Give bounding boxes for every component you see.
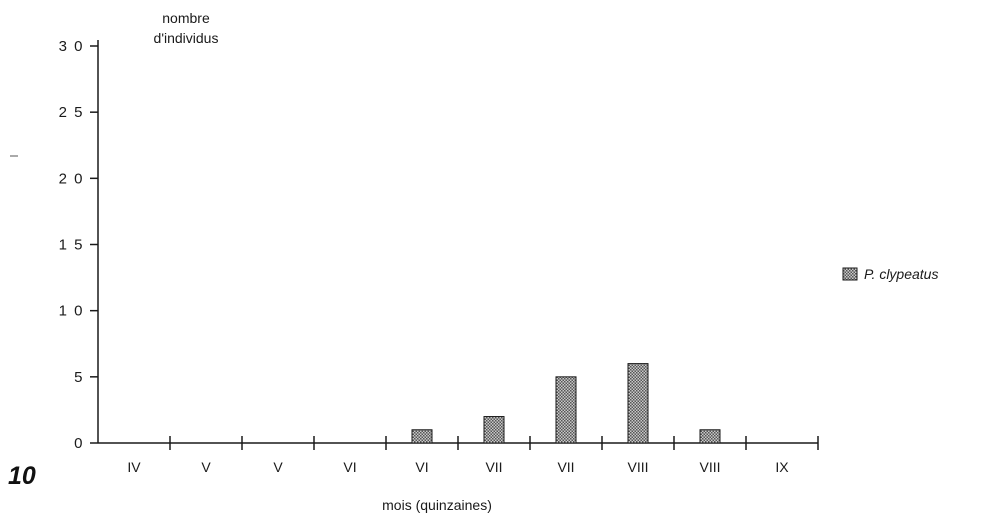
x-category-label: VI xyxy=(343,459,356,475)
bar xyxy=(483,416,505,444)
y-axis-title-line2: d'individus xyxy=(154,30,219,46)
legend: P. clypeatus xyxy=(842,266,938,282)
x-category-label: VIII xyxy=(699,459,720,475)
x-category-label: V xyxy=(273,459,283,475)
x-axis-title: mois (quinzaines) xyxy=(382,497,492,513)
x-category-label: V xyxy=(201,459,211,475)
y-tick-label: 0 xyxy=(74,435,84,452)
x-category-label: VIII xyxy=(627,459,648,475)
x-category-label: VII xyxy=(557,459,574,475)
legend-label: P. clypeatus xyxy=(864,266,938,282)
figure-number: 10 xyxy=(8,462,36,490)
y-axis-title-line1: nombre xyxy=(162,10,210,26)
y-tick-label: 1 5 xyxy=(59,237,84,254)
x-category-label: IV xyxy=(127,459,141,475)
bars xyxy=(411,363,721,444)
x-category-label: VI xyxy=(415,459,428,475)
y-ticks: 0 5 1 0 1 5 2 0 2 5 3 0 xyxy=(59,38,98,452)
x-ticks xyxy=(169,436,819,450)
y-tick-label: 1 0 xyxy=(59,303,84,320)
bar xyxy=(627,363,649,444)
legend-swatch xyxy=(842,267,858,281)
x-category-label: VII xyxy=(485,459,502,475)
bar xyxy=(411,429,433,444)
y-tick-label: 3 0 xyxy=(59,38,84,55)
x-category-label: IX xyxy=(775,459,789,475)
bar xyxy=(699,429,721,444)
y-tick-label: 2 5 xyxy=(59,104,84,121)
y-tick-label: 5 xyxy=(74,369,84,386)
category-labels: IV V V VI VI VII VII VIII VIII IX xyxy=(127,459,789,475)
y-tick-label: 2 0 xyxy=(59,170,84,187)
bar xyxy=(555,376,577,444)
